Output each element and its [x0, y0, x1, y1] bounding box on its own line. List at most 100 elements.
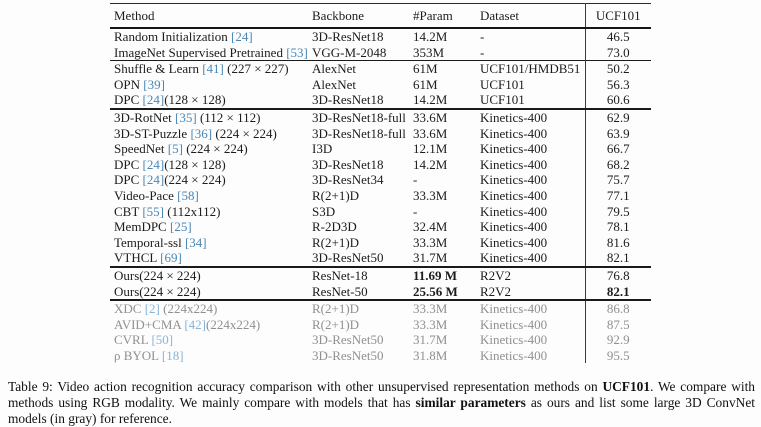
backbone-cell: R(2+1)D	[312, 234, 360, 250]
dataset-cell: UCF101	[480, 76, 525, 92]
citation-link[interactable]: [24]	[142, 172, 165, 188]
accuracy-cell: 46.5	[584, 28, 651, 45]
dataset-cell: R2V2	[480, 283, 512, 299]
param-cell: -	[413, 203, 418, 219]
param-cell: 33.3M	[413, 316, 448, 332]
dataset-cell: Kinetics-400	[480, 219, 548, 235]
col-header-param: #Param	[413, 7, 453, 23]
method-suffix: (112 × 112)	[196, 109, 261, 125]
param-cell: 33.6M	[413, 109, 448, 125]
accuracy-cell: 78.1	[584, 219, 651, 235]
paper-page: Method Backbone #Param Dataset UCF101 Ra…	[8, 3, 755, 426]
param-cell: 31.7M	[413, 250, 448, 266]
dataset-cell: Kinetics-400	[480, 187, 548, 203]
method-name: ImageNet Supervised Pretrained	[114, 44, 287, 60]
method-name: DPC	[114, 172, 143, 188]
citation-link[interactable]: [36]	[190, 125, 213, 141]
table-row: 3D-ST-Puzzle [36] (224 × 224) 3D-ResNet1…	[110, 125, 651, 142]
accuracy-cell: 95.5	[584, 347, 651, 364]
accuracy-cell: 73.0	[584, 44, 651, 61]
dataset-cell: Kinetics-400	[480, 347, 548, 363]
method-suffix: (128 × 128)	[164, 156, 226, 172]
method-name: Ours(224 × 224)	[114, 283, 201, 299]
accuracy-cell: 77.1	[584, 187, 651, 204]
citation-link[interactable]: [42]	[184, 316, 206, 332]
backbone-cell: ResNet-50	[312, 283, 368, 299]
citation-link[interactable]: [25]	[169, 219, 192, 235]
backbone-cell: ResNet-18	[312, 267, 368, 283]
backbone-cell: R-2D3D	[312, 219, 357, 235]
param-cell: 33.3M	[413, 187, 448, 203]
backbone-cell: 3D-ResNet50	[312, 347, 384, 363]
citation-link[interactable]: [24]	[142, 156, 165, 172]
param-cell: 25.56 M	[413, 283, 458, 299]
citation-link[interactable]: [35]	[175, 109, 197, 125]
citation-link[interactable]: [69]	[160, 250, 182, 266]
method-suffix: (224x224)	[159, 301, 218, 317]
backbone-cell: S3D	[312, 203, 336, 219]
citation-link[interactable]: [41]	[202, 61, 224, 77]
method-name: Temporal-ssl	[114, 234, 185, 250]
accuracy-cell: 81.6	[584, 234, 651, 251]
citation-link[interactable]: [34]	[184, 234, 207, 250]
citation-link[interactable]: [58]	[177, 187, 199, 203]
method-name: AVID+CMA	[114, 316, 185, 332]
accuracy-cell: 82.1	[584, 283, 651, 301]
backbone-cell: VGG-M-2048	[312, 44, 387, 60]
accuracy-cell: 50.2	[584, 60, 651, 77]
backbone-cell: 3D-ResNet18-full	[312, 125, 406, 141]
citation-link[interactable]: [53]	[286, 44, 308, 60]
method-name: XDC	[114, 301, 145, 317]
table-row: ρ BYOL [18] 3D-ResNet50 31.8M Kinetics-4…	[110, 347, 651, 364]
accuracy-cell: 68.2	[584, 156, 651, 173]
dataset-cell: Kinetics-400	[480, 156, 548, 172]
table-row: AVID+CMA [42](224x224) R(2+1)D 33.3M Kin…	[110, 316, 651, 333]
param-cell: 14.2M	[413, 156, 448, 172]
method-name: Shuffle & Learn	[114, 61, 203, 77]
citation-link[interactable]: [55]	[142, 203, 164, 219]
citation-link[interactable]: [18]	[161, 347, 184, 363]
col-header-method: Method	[114, 7, 155, 23]
table-caption: Table 9: Video action recognition accura…	[8, 379, 755, 426]
col-header-ucf101: UCF101	[584, 3, 651, 28]
section-kinetics-methods: 3D-RotNet [35] (112 × 112) 3D-ResNet18-f…	[110, 108, 651, 267]
method-name: 3D-RotNet	[114, 109, 176, 125]
param-cell: 14.2M	[413, 29, 448, 44]
caption-bold-similar-parameters: similar parameters	[415, 395, 526, 411]
method-name: Ours(224 × 224)	[114, 267, 201, 283]
backbone-cell: R(2+1)D	[312, 187, 360, 203]
dataset-cell: UCF101	[480, 92, 525, 108]
method-name: CVRL	[114, 332, 152, 348]
backbone-cell: 3D-ResNet50	[312, 250, 384, 266]
citation-link[interactable]: [50]	[151, 332, 174, 348]
citation-link[interactable]: [24]	[230, 29, 253, 44]
accuracy-cell: 60.6	[584, 92, 651, 109]
param-cell: 33.3M	[413, 234, 448, 250]
citation-link[interactable]: [24]	[142, 92, 165, 108]
backbone-cell: 3D-ResNet18	[312, 92, 384, 108]
table-row: ImageNet Supervised Pretrained [53] VGG-…	[110, 44, 651, 61]
param-cell: 32.4M	[413, 219, 448, 235]
table-row: Random Initialization [24] 3D-ResNet18 1…	[110, 28, 651, 45]
method-suffix: (224 × 224)	[212, 125, 277, 141]
caption-text: . We compare with methods using RGB moda…	[8, 379, 755, 411]
param-cell: 31.7M	[413, 332, 448, 348]
dataset-cell: Kinetics-400	[480, 172, 548, 188]
method-suffix: (224 × 224)	[164, 172, 226, 188]
caption-text: Table 9: Video action recognition accura…	[8, 379, 603, 395]
citation-link[interactable]: [5]	[167, 141, 183, 157]
accuracy-cell: 66.7	[584, 141, 651, 157]
citation-link[interactable]: [39]	[143, 76, 165, 92]
method-name: DPC	[114, 92, 143, 108]
backbone-cell: 3D-ResNet18-full	[312, 109, 406, 125]
dataset-cell: Kinetics-400	[480, 234, 548, 250]
accuracy-cell: 79.5	[584, 203, 651, 220]
section-large-models-gray: XDC [2] (224x224) R(2+1)D 33.3M Kinetics…	[110, 300, 651, 364]
col-header-backbone: Backbone	[312, 7, 364, 23]
method-suffix: (128 × 128)	[164, 92, 226, 108]
section-baselines: Random Initialization [24] 3D-ResNet18 1…	[110, 28, 651, 61]
backbone-cell: AlexNet	[312, 76, 357, 92]
accuracy-cell: 75.7	[584, 172, 651, 188]
method-name: VTHCL	[114, 250, 161, 266]
citation-link[interactable]: [2]	[144, 301, 160, 317]
